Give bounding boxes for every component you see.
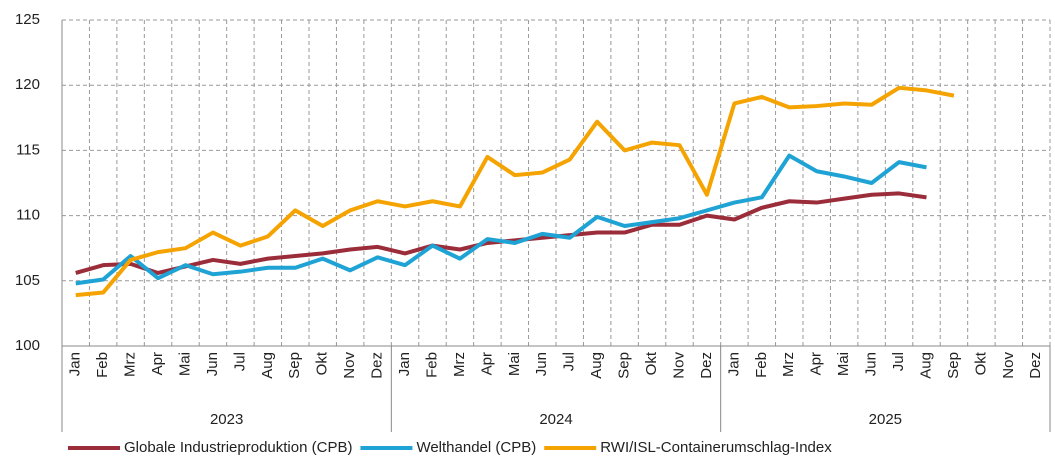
x-tick-label: Sep: [616, 352, 633, 379]
x-tick-label: Mai: [835, 352, 852, 376]
x-tick-label: Apr: [808, 352, 825, 375]
x-tick-label: Aug: [588, 352, 605, 379]
group-label: 2025: [869, 411, 902, 428]
x-tick-label: Jun: [533, 352, 550, 376]
y-tick-label: 110: [16, 207, 40, 224]
x-tick-label: Apr: [478, 352, 495, 375]
x-tick-label: Jul: [231, 352, 248, 371]
x-tick-label: Mai: [176, 352, 193, 376]
x-tick-label: Jan: [396, 352, 413, 376]
x-tick-label: Feb: [753, 352, 770, 378]
x-tick-label: Mai: [506, 352, 523, 376]
x-tick-label: Aug: [917, 352, 934, 379]
y-tick-label: 125: [15, 11, 40, 28]
y-tick-label: 100: [15, 337, 40, 354]
x-tick-label: Jun: [863, 352, 880, 376]
legend-label: Globale Industrieproduktion (CPB): [124, 439, 352, 456]
x-tick-label: Feb: [94, 352, 111, 378]
x-tick-label: Okt: [972, 351, 989, 375]
legend-label: RWI/ISL-Containerumschlag-Index: [600, 439, 832, 456]
series-line: [75, 153, 927, 286]
x-tick-label: Okt: [643, 351, 660, 375]
x-tick-label: Sep: [286, 352, 303, 379]
y-tick-label: 105: [15, 272, 40, 289]
y-tick-label: 115: [16, 141, 40, 158]
x-tick-label: Jan: [725, 352, 742, 376]
series-line: [75, 85, 955, 298]
x-tick-label: Aug: [259, 352, 276, 379]
group-label: 2023: [210, 411, 243, 428]
x-tick-label: Apr: [149, 352, 166, 375]
y-tick-label: 120: [15, 76, 40, 93]
x-tick-label: Feb: [423, 352, 440, 378]
x-tick-label: Dez: [1027, 352, 1044, 379]
x-tick-label: Nov: [341, 352, 358, 379]
x-tick-label: Mrz: [451, 352, 468, 377]
group-label: 2024: [539, 411, 572, 428]
x-tick-label: Sep: [945, 352, 962, 379]
x-tick-label: Jan: [67, 352, 84, 376]
x-tick-label: Mrz: [122, 352, 139, 377]
x-tick-label: Jul: [561, 352, 578, 371]
x-tick-label: Okt: [314, 351, 331, 375]
x-tick-label: Jun: [204, 352, 221, 376]
x-tick-label: Dez: [369, 352, 386, 379]
x-tick-label: Dez: [698, 352, 715, 379]
x-tick-label: Nov: [670, 352, 687, 379]
x-tick-label: Mrz: [780, 352, 797, 377]
x-tick-label: Nov: [1000, 352, 1017, 379]
x-tick-label: Jul: [890, 352, 907, 371]
legend-label: Welthandel (CPB): [416, 439, 536, 456]
